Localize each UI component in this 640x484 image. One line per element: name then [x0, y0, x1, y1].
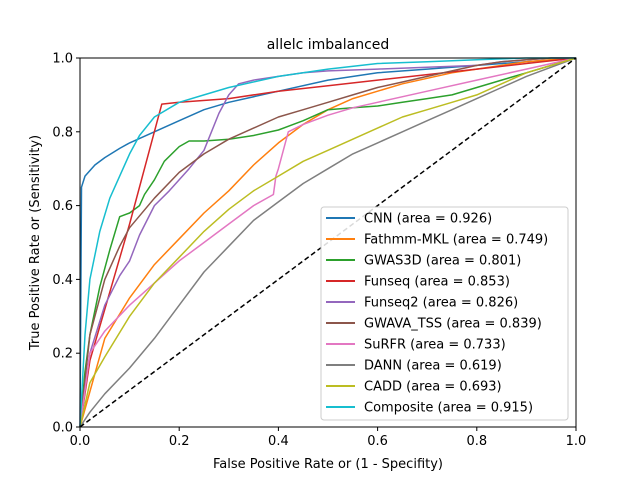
x-axis-ticks: 0.0 0.2 0.4 0.6 0.8 1.0	[70, 427, 587, 449]
series-line-3	[79, 57, 577, 428]
series-layer	[79, 57, 577, 428]
series-line-0	[79, 57, 577, 428]
y-tick-label: 0.8	[52, 125, 73, 140]
y-tick-label: 1.0	[52, 52, 73, 67]
legend-label: GWAS3D (area = 0.801)	[364, 254, 521, 269]
x-axis-label: False Positive Rate or (1 - Specifity)	[213, 457, 443, 472]
y-axis-ticks: 0.0 0.2 0.4 0.6 0.8 1.0	[52, 52, 80, 436]
x-tick-label: 0.8	[466, 434, 487, 449]
y-tick-label: 0.6	[52, 199, 73, 214]
legend-label: GWAVA_TSS (area = 0.839)	[364, 317, 542, 332]
series-line-9	[79, 57, 576, 428]
x-tick-label: 0.6	[367, 434, 388, 449]
series-line-7	[79, 57, 577, 428]
diagonal-layer	[79, 57, 577, 428]
legend-label: Funseq2 (area = 0.826)	[364, 296, 518, 311]
y-axis-label: True Positive Rate or (Sensitivity)	[28, 135, 43, 351]
plot-frame	[79, 57, 577, 428]
x-tick-label: 1.0	[566, 434, 587, 449]
x-tick-label: 0.2	[169, 434, 190, 449]
diagonal-line	[79, 57, 577, 428]
chart-title: allelc imbalanced	[267, 37, 390, 53]
x-tick-label: 0.0	[70, 434, 91, 449]
series-line-5	[79, 57, 576, 428]
x-tick-label: 0.4	[268, 434, 289, 449]
y-tick-label: 0.4	[52, 273, 73, 288]
legend: CNN (area = 0.926) Fathmm-MKL (area = 0.7…	[320, 206, 569, 421]
series-line-6	[79, 57, 577, 428]
series-line-8	[79, 57, 577, 428]
legend-frame	[320, 206, 569, 421]
legend-label: Fathmm-MKL (area = 0.749)	[364, 233, 548, 248]
y-tick-label: 0.0	[52, 421, 73, 436]
legend-label: Funseq (area = 0.853)	[364, 275, 510, 290]
legend-label: Composite (area = 0.915)	[364, 401, 533, 416]
legend-label: CADD (area = 0.693)	[364, 380, 502, 395]
y-tick-label: 0.2	[52, 347, 73, 362]
legend-label: SuRFR (area = 0.733)	[364, 338, 506, 353]
legend-label: CNN (area = 0.926)	[364, 212, 492, 227]
legend-label: DANN (area = 0.619)	[364, 359, 502, 374]
